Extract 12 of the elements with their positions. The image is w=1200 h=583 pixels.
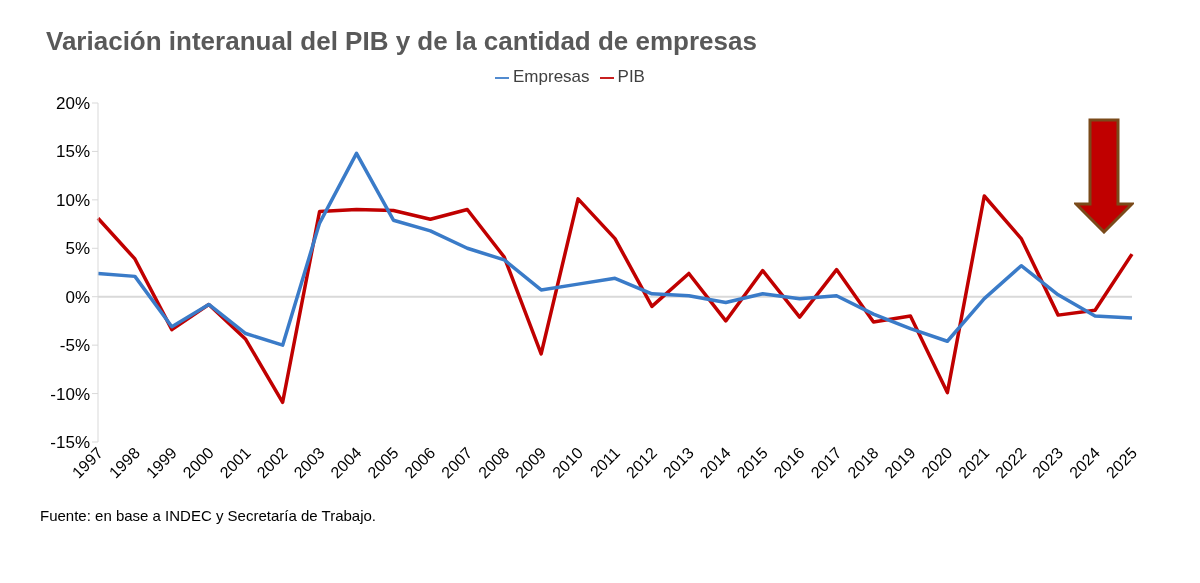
legend-label: PIB bbox=[617, 67, 645, 86]
chart-title: Variación interanual del PIB y de la cantidad de empresas bbox=[45, 25, 758, 58]
y-tick-label: -15% bbox=[50, 433, 90, 453]
y-tick-label: 0% bbox=[65, 287, 90, 307]
y-tick-label: 15% bbox=[55, 142, 90, 162]
y-tick-label: -10% bbox=[50, 384, 90, 404]
y-tick-label: -5% bbox=[59, 336, 90, 356]
y-tick-label: 10% bbox=[55, 190, 90, 210]
y-tick-label: 20% bbox=[55, 94, 90, 114]
y-tick-label: 5% bbox=[65, 239, 90, 259]
source-note: Fuente: en base a INDEC y Secretaría de Trabajo. bbox=[39, 507, 377, 524]
legend-label: Empresas bbox=[513, 67, 590, 86]
